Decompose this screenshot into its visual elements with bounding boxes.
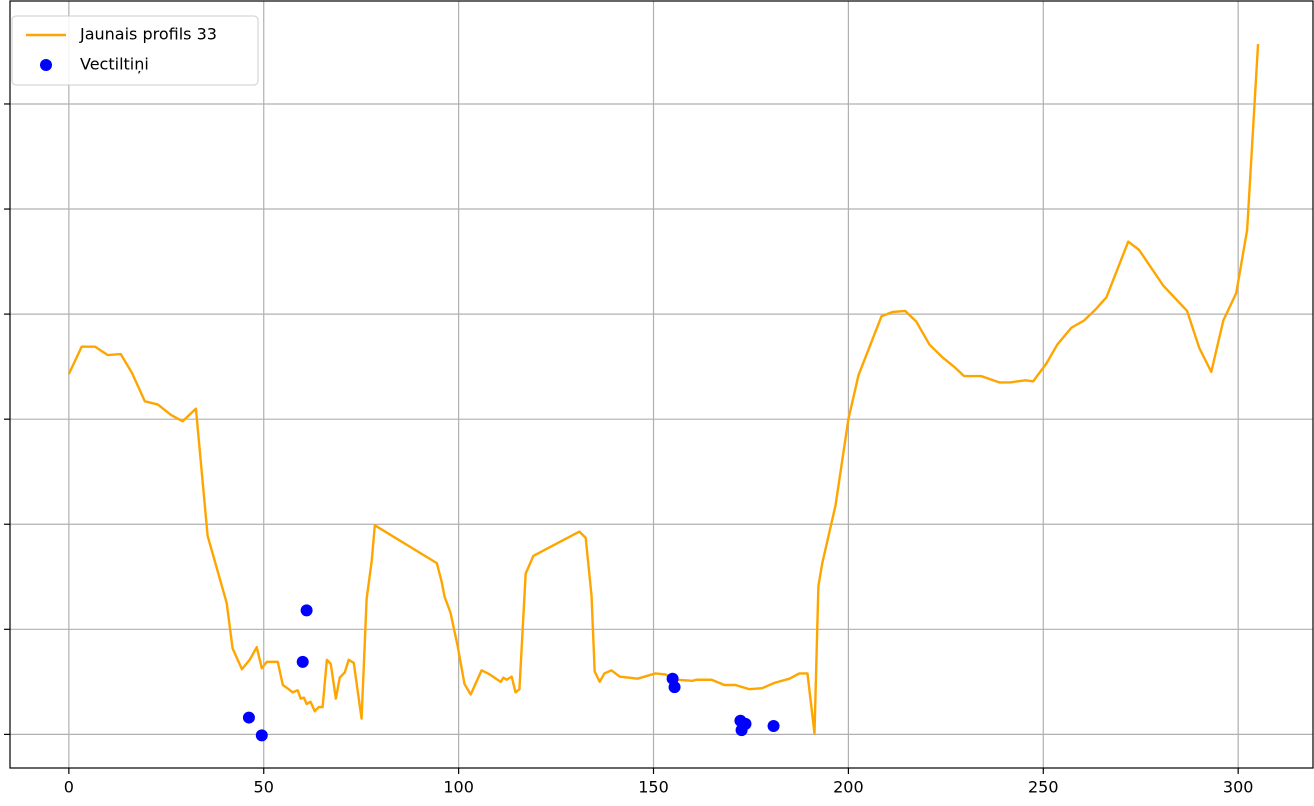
legend-label: Jaunais profils 33: [79, 25, 217, 44]
x-tick-label: 150: [638, 778, 669, 797]
data-point: [767, 719, 780, 732]
x-tick-label: 200: [833, 778, 864, 797]
data-point: [296, 655, 309, 668]
legend-marker: [40, 59, 52, 71]
data-point: [735, 724, 748, 737]
plot-area: [67, 44, 1260, 742]
x-tick-label: 300: [1223, 778, 1254, 797]
data-point: [255, 729, 268, 742]
data-point: [668, 681, 681, 694]
grid: [10, 1, 1313, 768]
x-tick-label: 250: [1028, 778, 1059, 797]
data-line: [67, 44, 1260, 735]
legend-label: Vectiltiņi: [80, 55, 149, 74]
x-tick-label: 50: [254, 778, 274, 797]
data-point: [242, 711, 255, 724]
data-point: [300, 604, 313, 617]
x-tick-label: 0: [64, 778, 74, 797]
axes-frame: [9, 0, 1314, 769]
x-tick-label: 100: [443, 778, 474, 797]
legend: Jaunais profils 33 Vectiltiņi: [11, 15, 259, 86]
legend-box: [11, 15, 259, 86]
